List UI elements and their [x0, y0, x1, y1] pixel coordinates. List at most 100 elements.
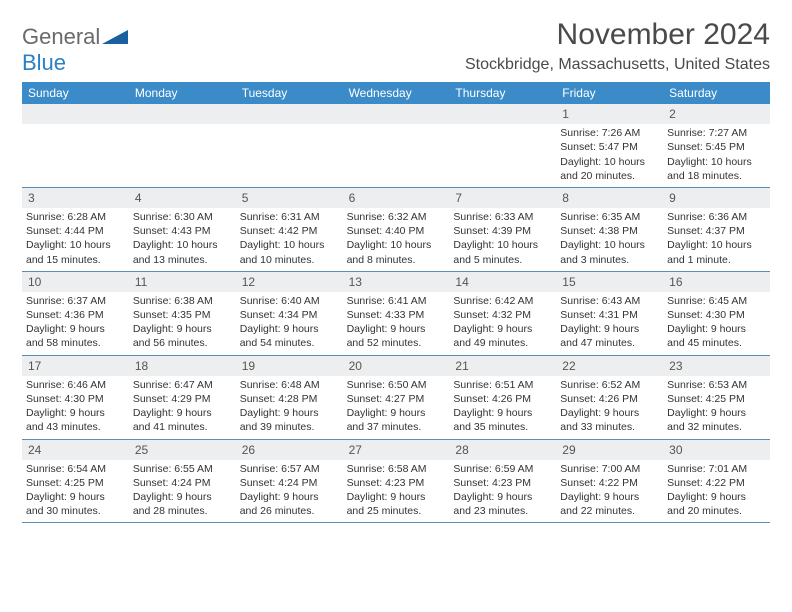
weekday-label: Sunday — [22, 82, 129, 104]
daylight-text: and 23 minutes. — [453, 504, 552, 518]
sunrise-text: Sunrise: 7:26 AM — [560, 126, 659, 140]
daylight-text: Daylight: 9 hours — [453, 406, 552, 420]
calendar-cell: 9Sunrise: 6:36 AMSunset: 4:37 PMDaylight… — [663, 188, 770, 271]
calendar-cell: 6Sunrise: 6:32 AMSunset: 4:40 PMDaylight… — [343, 188, 450, 271]
date-number: 4 — [129, 188, 236, 208]
cell-body: Sunrise: 6:45 AMSunset: 4:30 PMDaylight:… — [663, 294, 770, 355]
cell-body: Sunrise: 6:46 AMSunset: 4:30 PMDaylight:… — [22, 378, 129, 439]
daylight-text: Daylight: 10 hours — [560, 238, 659, 252]
daylight-text: and 3 minutes. — [560, 253, 659, 267]
sunset-text: Sunset: 4:44 PM — [26, 224, 125, 238]
calendar-week: .....1Sunrise: 7:26 AMSunset: 5:47 PMDay… — [22, 104, 770, 188]
logo-text-general: General — [22, 24, 100, 49]
date-number: 26 — [236, 440, 343, 460]
daylight-text: and 1 minute. — [667, 253, 766, 267]
sunrise-text: Sunrise: 6:58 AM — [347, 462, 446, 476]
sunrise-text: Sunrise: 6:36 AM — [667, 210, 766, 224]
cell-body: Sunrise: 6:42 AMSunset: 4:32 PMDaylight:… — [449, 294, 556, 355]
sunset-text: Sunset: 4:33 PM — [347, 308, 446, 322]
daylight-text: and 8 minutes. — [347, 253, 446, 267]
calendar-week: 10Sunrise: 6:37 AMSunset: 4:36 PMDayligh… — [22, 272, 770, 356]
date-number: 25 — [129, 440, 236, 460]
calendar-cell: 12Sunrise: 6:40 AMSunset: 4:34 PMDayligh… — [236, 272, 343, 355]
calendar-cell: 26Sunrise: 6:57 AMSunset: 4:24 PMDayligh… — [236, 440, 343, 523]
daylight-text: and 58 minutes. — [26, 336, 125, 350]
calendar-cell: 29Sunrise: 7:00 AMSunset: 4:22 PMDayligh… — [556, 440, 663, 523]
sunrise-text: Sunrise: 6:41 AM — [347, 294, 446, 308]
sunrise-text: Sunrise: 6:28 AM — [26, 210, 125, 224]
calendar-cell: 22Sunrise: 6:52 AMSunset: 4:26 PMDayligh… — [556, 356, 663, 439]
weekday-label: Tuesday — [236, 82, 343, 104]
daylight-text: Daylight: 9 hours — [26, 322, 125, 336]
sunrise-text: Sunrise: 6:51 AM — [453, 378, 552, 392]
daylight-text: and 47 minutes. — [560, 336, 659, 350]
sunset-text: Sunset: 4:34 PM — [240, 308, 339, 322]
date-number: 14 — [449, 272, 556, 292]
sunset-text: Sunset: 4:25 PM — [667, 392, 766, 406]
sunset-text: Sunset: 4:24 PM — [240, 476, 339, 490]
daylight-text: Daylight: 9 hours — [240, 322, 339, 336]
cell-body: Sunrise: 6:47 AMSunset: 4:29 PMDaylight:… — [129, 378, 236, 439]
sunset-text: Sunset: 4:30 PM — [667, 308, 766, 322]
logo-text-blue: Blue — [22, 50, 66, 75]
calendar-week: 24Sunrise: 6:54 AMSunset: 4:25 PMDayligh… — [22, 440, 770, 524]
weekday-label: Monday — [129, 82, 236, 104]
calendar-cell: 30Sunrise: 7:01 AMSunset: 4:22 PMDayligh… — [663, 440, 770, 523]
calendar-grid: .....1Sunrise: 7:26 AMSunset: 5:47 PMDay… — [22, 104, 770, 523]
date-number: 10 — [22, 272, 129, 292]
date-number: 6 — [343, 188, 450, 208]
calendar-cell: 4Sunrise: 6:30 AMSunset: 4:43 PMDaylight… — [129, 188, 236, 271]
daylight-text: and 35 minutes. — [453, 420, 552, 434]
cell-body: Sunrise: 6:31 AMSunset: 4:42 PMDaylight:… — [236, 210, 343, 271]
daylight-text: and 30 minutes. — [26, 504, 125, 518]
sunrise-text: Sunrise: 7:27 AM — [667, 126, 766, 140]
cell-body: Sunrise: 6:35 AMSunset: 4:38 PMDaylight:… — [556, 210, 663, 271]
cell-body: Sunrise: 7:01 AMSunset: 4:22 PMDaylight:… — [663, 462, 770, 523]
sunset-text: Sunset: 4:39 PM — [453, 224, 552, 238]
daylight-text: and 52 minutes. — [347, 336, 446, 350]
daylight-text: Daylight: 9 hours — [667, 322, 766, 336]
cell-body: Sunrise: 6:53 AMSunset: 4:25 PMDaylight:… — [663, 378, 770, 439]
sunrise-text: Sunrise: 6:38 AM — [133, 294, 232, 308]
date-number: 15 — [556, 272, 663, 292]
calendar-cell: 24Sunrise: 6:54 AMSunset: 4:25 PMDayligh… — [22, 440, 129, 523]
date-number: 18 — [129, 356, 236, 376]
sunset-text: Sunset: 4:26 PM — [560, 392, 659, 406]
calendar-cell: 5Sunrise: 6:31 AMSunset: 4:42 PMDaylight… — [236, 188, 343, 271]
daylight-text: Daylight: 9 hours — [667, 490, 766, 504]
date-number: 29 — [556, 440, 663, 460]
date-number: 2 — [663, 104, 770, 124]
calendar-cell: 25Sunrise: 6:55 AMSunset: 4:24 PMDayligh… — [129, 440, 236, 523]
daylight-text: Daylight: 10 hours — [240, 238, 339, 252]
daylight-text: and 45 minutes. — [667, 336, 766, 350]
cell-body: Sunrise: 6:48 AMSunset: 4:28 PMDaylight:… — [236, 378, 343, 439]
weekday-label: Saturday — [663, 82, 770, 104]
weekday-label: Wednesday — [343, 82, 450, 104]
date-number: 5 — [236, 188, 343, 208]
calendar-cell: 2Sunrise: 7:27 AMSunset: 5:45 PMDaylight… — [663, 104, 770, 187]
cell-body: Sunrise: 6:40 AMSunset: 4:34 PMDaylight:… — [236, 294, 343, 355]
daylight-text: Daylight: 9 hours — [133, 490, 232, 504]
calendar-cell: . — [236, 104, 343, 187]
calendar-cell: 16Sunrise: 6:45 AMSunset: 4:30 PMDayligh… — [663, 272, 770, 355]
sunset-text: Sunset: 4:40 PM — [347, 224, 446, 238]
daylight-text: Daylight: 9 hours — [560, 490, 659, 504]
calendar-cell: 1Sunrise: 7:26 AMSunset: 5:47 PMDaylight… — [556, 104, 663, 187]
daylight-text: Daylight: 9 hours — [560, 322, 659, 336]
cell-body: Sunrise: 7:27 AMSunset: 5:45 PMDaylight:… — [663, 126, 770, 187]
calendar-cell: . — [449, 104, 556, 187]
sunrise-text: Sunrise: 6:45 AM — [667, 294, 766, 308]
cell-body: Sunrise: 7:26 AMSunset: 5:47 PMDaylight:… — [556, 126, 663, 187]
daylight-text: and 13 minutes. — [133, 253, 232, 267]
sunrise-text: Sunrise: 6:42 AM — [453, 294, 552, 308]
cell-body: Sunrise: 6:36 AMSunset: 4:37 PMDaylight:… — [663, 210, 770, 271]
sunrise-text: Sunrise: 6:46 AM — [26, 378, 125, 392]
sunset-text: Sunset: 4:23 PM — [347, 476, 446, 490]
daylight-text: Daylight: 9 hours — [240, 490, 339, 504]
daylight-text: and 18 minutes. — [667, 169, 766, 183]
weekday-label: Thursday — [449, 82, 556, 104]
daylight-text: Daylight: 9 hours — [133, 406, 232, 420]
date-number: 23 — [663, 356, 770, 376]
daylight-text: Daylight: 10 hours — [560, 155, 659, 169]
daylight-text: Daylight: 9 hours — [560, 406, 659, 420]
